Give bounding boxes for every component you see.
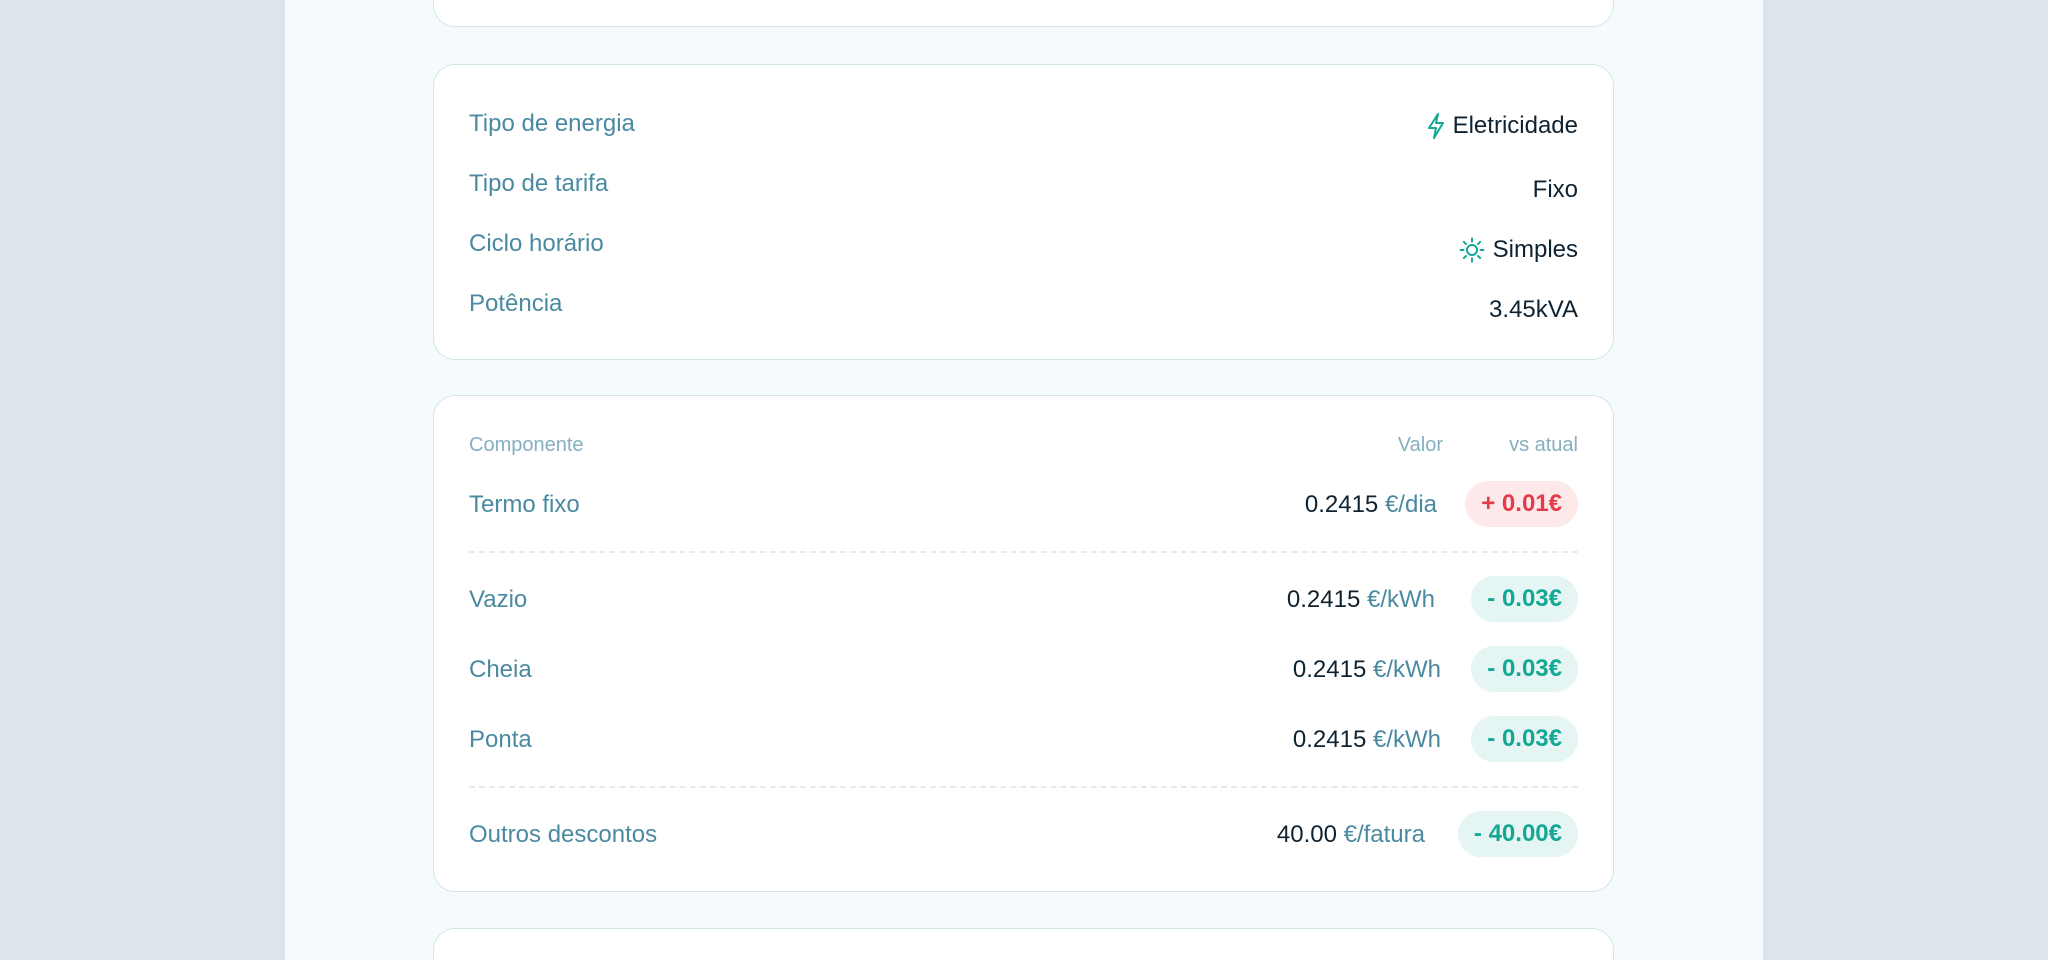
energy-type-value-wrap: Eletricidade: [1427, 111, 1578, 141]
time-cycle-label: Ciclo horário: [469, 230, 604, 257]
time-cycle-row: Ciclo horário: [469, 229, 1578, 269]
row-unit: €/kWh: [1372, 656, 1441, 683]
row-value: 0.2415 €/kWh: [1287, 585, 1435, 615]
header-vs-current: vs atual: [1509, 434, 1578, 456]
power-value: 3.45kVA: [1489, 296, 1578, 323]
row-label: Termo fixo: [469, 491, 580, 518]
row-label: Cheia: [469, 656, 532, 683]
energy-type-label: Tipo de energia: [469, 110, 635, 137]
row-divider: [469, 551, 1578, 553]
tariff-type-value: Fixo: [1532, 176, 1578, 203]
pricing-row-cheia: Cheia 0.2415 €/kWh - 0.03€: [469, 646, 1578, 694]
time-cycle-value-wrap: Simples: [1459, 235, 1578, 265]
time-cycle-value: Simples: [1492, 236, 1578, 263]
row-label: Outros descontos: [469, 821, 658, 848]
row-value: 0.2415 €/dia: [1305, 490, 1437, 520]
row-unit: €/kWh: [1372, 726, 1441, 753]
bolt-icon: [1427, 113, 1445, 139]
row-unit: €/kWh: [1366, 586, 1435, 613]
diff-badge: + 0.01€: [1465, 481, 1578, 527]
previous-card: [433, 0, 1614, 27]
row-number: 0.2415: [1292, 656, 1367, 683]
row-unit: €/dia: [1384, 491, 1437, 518]
content-column: Tipo de energia Eletricidade Tipo de tar…: [285, 0, 1763, 960]
row-value: 40.00 €/fatura: [1277, 820, 1425, 850]
sun-icon: [1459, 237, 1485, 263]
header-value: Valor: [1397, 434, 1443, 456]
row-divider: [469, 786, 1578, 788]
row-value: 0.2415 €/kWh: [1293, 655, 1441, 685]
row-label: Ponta: [469, 726, 532, 753]
tariff-type-row: Tipo de tarifa Fixo: [469, 169, 1578, 209]
next-card: [433, 928, 1614, 960]
power-label: Potência: [469, 290, 563, 317]
diff-badge: - 40.00€: [1457, 811, 1578, 857]
diff-badge: - 0.03€: [1471, 646, 1578, 692]
row-number: 0.2415: [1292, 726, 1367, 753]
row-number: 0.2415: [1286, 586, 1361, 613]
power-row: Potência 3.45kVA: [469, 289, 1578, 329]
row-value: 0.2415 €/kWh: [1293, 725, 1441, 755]
row-label: Vazio: [469, 586, 528, 613]
row-number: 40.00: [1276, 821, 1337, 848]
tariff-type-label: Tipo de tarifa: [469, 170, 609, 197]
row-number: 0.2415: [1304, 491, 1379, 518]
diff-badge: - 0.03€: [1471, 716, 1578, 762]
row-unit: €/fatura: [1343, 821, 1425, 848]
energy-type-value: Eletricidade: [1452, 112, 1578, 139]
tariff-details-card: Tipo de energia Eletricidade Tipo de tar…: [433, 64, 1614, 360]
header-component: Componente: [469, 434, 584, 456]
pricing-card: Componente Valor vs atual Termo fixo 0.2…: [433, 395, 1614, 892]
pricing-row-other-discounts: Outros descontos 40.00 €/fatura - 40.00€: [469, 811, 1578, 859]
energy-type-row: Tipo de energia Eletricidade: [469, 109, 1578, 149]
diff-badge: - 0.03€: [1471, 576, 1578, 622]
pricing-row-fixed-term: Termo fixo 0.2415 €/dia + 0.01€: [469, 481, 1578, 529]
pricing-row-vazio: Vazio 0.2415 €/kWh - 0.03€: [469, 576, 1578, 624]
pricing-row-ponta: Ponta 0.2415 €/kWh - 0.03€: [469, 716, 1578, 764]
